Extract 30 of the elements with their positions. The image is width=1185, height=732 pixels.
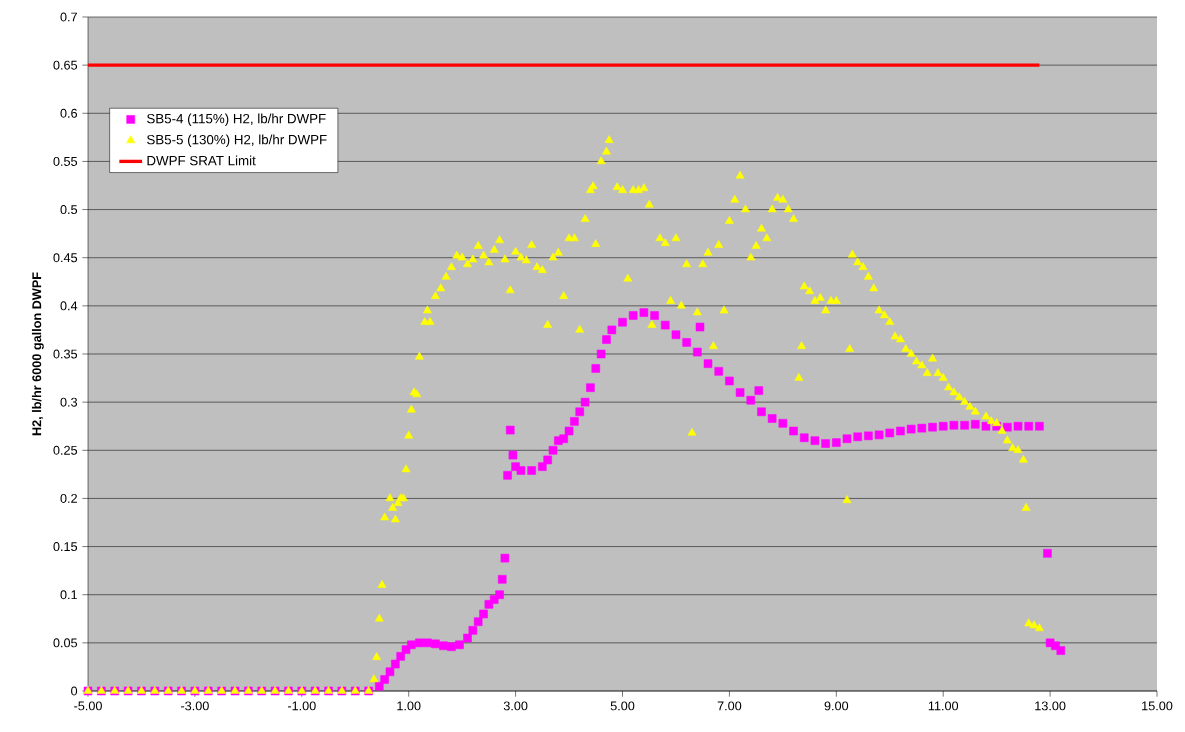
- y-tick-label: 0.1: [60, 590, 77, 600]
- x-tick-label: 3.00: [503, 701, 528, 711]
- x-tick-label: 11.00: [928, 701, 959, 711]
- y-tick-label: 0.2: [60, 493, 77, 503]
- y-tick-label: 0.05: [53, 638, 78, 648]
- y-tick-label: 0.15: [53, 542, 78, 552]
- y-tick-label: 0.6: [60, 108, 78, 118]
- y-tick-label: 0.35: [53, 349, 78, 359]
- x-tick-label: 15.00: [1142, 701, 1173, 711]
- y-axis-title: H2, lb/hr 6000 gallon DWPF: [31, 272, 44, 436]
- y-tick-label: 0.5: [60, 205, 78, 215]
- y-tick-label: 0.55: [53, 156, 78, 166]
- x-tick-label: 13.00: [1035, 701, 1066, 711]
- x-tick-label: 7.00: [717, 701, 742, 711]
- y-tick-label: 0.3: [60, 397, 78, 407]
- y-tick-label: 0.4: [60, 301, 78, 311]
- x-tick-label: -5.00: [74, 701, 102, 711]
- x-tick-label: -3.00: [181, 701, 209, 711]
- y-tick-label: 0.7: [60, 12, 77, 22]
- legend-label: SB5-4 (115%) H2, lb/hr DWPF: [147, 113, 326, 127]
- y-tick-label: 0.65: [53, 60, 78, 70]
- y-tick-label: 0: [71, 686, 78, 696]
- x-tick-label: 5.00: [610, 701, 635, 711]
- y-tick-label: 0.45: [53, 253, 78, 263]
- x-tick-label: 9.00: [824, 701, 849, 711]
- x-tick-label: -1.00: [287, 701, 316, 711]
- legend-label: SB5-5 (130%) H2, lb/hr DWPF: [147, 134, 327, 147]
- legend-label: DWPF SRAT Limit: [147, 155, 256, 166]
- y-tick-label: 0.25: [53, 445, 78, 455]
- x-tick-label: 1.00: [397, 701, 421, 711]
